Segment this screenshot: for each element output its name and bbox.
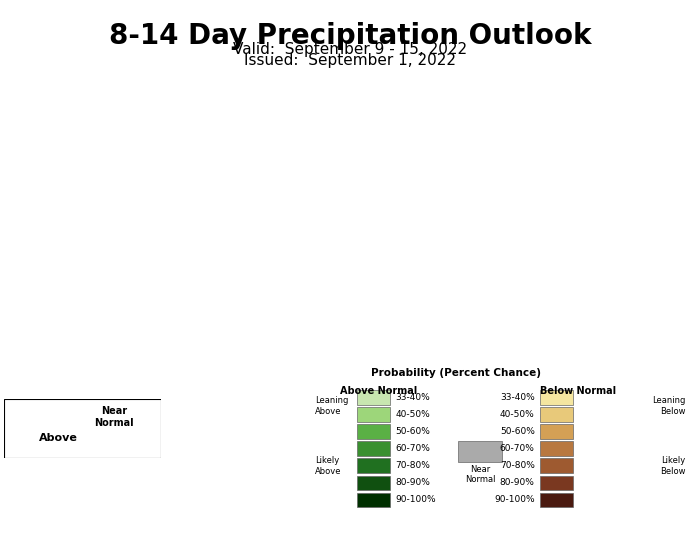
Text: Above: Above [39,433,78,443]
Text: 60-70%: 60-70% [500,444,535,453]
Text: Probability (Percent Chance): Probability (Percent Chance) [372,368,542,378]
Text: 80-90%: 80-90% [395,478,430,487]
Bar [357,476,390,490]
Bar [357,441,390,456]
Bar [540,424,573,439]
Text: 50-60%: 50-60% [395,427,430,436]
Text: 90-100%: 90-100% [494,496,535,504]
Bar [540,458,573,473]
Text: Below Normal: Below Normal [540,386,617,396]
Bar [458,440,503,461]
Text: Leaning
Above: Leaning Above [315,397,349,416]
Text: 90-100%: 90-100% [395,496,436,504]
Bar [540,492,573,507]
Bar [357,391,390,405]
Text: 33-40%: 33-40% [395,393,430,402]
Bar [540,407,573,422]
Text: 80-90%: 80-90% [500,478,535,487]
Text: 70-80%: 70-80% [395,461,430,470]
Bar [540,391,573,405]
Text: 40-50%: 40-50% [500,410,535,419]
Text: Leaning
Below: Leaning Below [652,397,685,416]
Bar [357,407,390,422]
Bar [540,441,573,456]
Text: Issued:  September 1, 2022: Issued: September 1, 2022 [244,53,456,68]
Text: 60-70%: 60-70% [395,444,430,453]
Text: 40-50%: 40-50% [395,410,430,419]
Text: 70-80%: 70-80% [500,461,535,470]
Bar [357,458,390,473]
Text: Near
Normal: Near Normal [466,465,496,484]
Text: Likely
Below: Likely Below [660,456,685,476]
Text: 33-40%: 33-40% [500,393,535,402]
Text: Likely
Above: Likely Above [315,456,342,476]
Text: Above Normal: Above Normal [340,386,417,396]
Text: 50-60%: 50-60% [500,427,535,436]
Bar [357,492,390,507]
Bar [357,424,390,439]
Text: Valid:  September 9 - 15, 2022: Valid: September 9 - 15, 2022 [233,42,467,57]
Bar [540,476,573,490]
Text: Near
Normal: Near Normal [94,406,134,428]
Text: 8-14 Day Precipitation Outlook: 8-14 Day Precipitation Outlook [108,22,592,50]
